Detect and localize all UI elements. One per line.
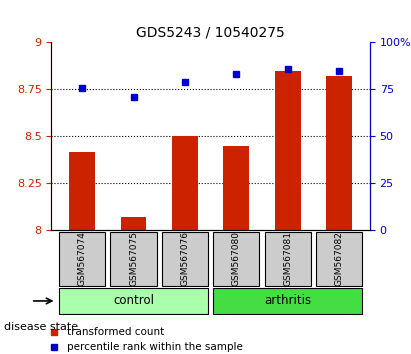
Legend: transformed count, percentile rank within the sample: transformed count, percentile rank withi… [44,323,247,354]
Bar [121,217,146,230]
Bar [69,152,95,230]
Bar [172,137,198,230]
FancyBboxPatch shape [265,232,311,286]
Text: GSM567080: GSM567080 [232,231,241,286]
Text: GSM567081: GSM567081 [283,231,292,286]
Text: GSM567075: GSM567075 [129,231,138,286]
Text: GSM567076: GSM567076 [180,231,189,286]
Text: GSM567082: GSM567082 [335,231,344,286]
Text: control: control [113,295,154,308]
Bar [326,76,352,230]
FancyBboxPatch shape [316,232,362,286]
FancyBboxPatch shape [213,232,259,286]
Text: disease state: disease state [4,322,78,332]
Text: GSM567074: GSM567074 [78,231,87,286]
Text: arthritis: arthritis [264,295,311,308]
FancyBboxPatch shape [59,288,208,314]
FancyBboxPatch shape [111,232,157,286]
FancyBboxPatch shape [59,232,105,286]
Bar [275,71,300,230]
Title: GDS5243 / 10540275: GDS5243 / 10540275 [136,26,285,40]
Bar [224,146,249,230]
FancyBboxPatch shape [213,288,362,314]
FancyBboxPatch shape [162,232,208,286]
